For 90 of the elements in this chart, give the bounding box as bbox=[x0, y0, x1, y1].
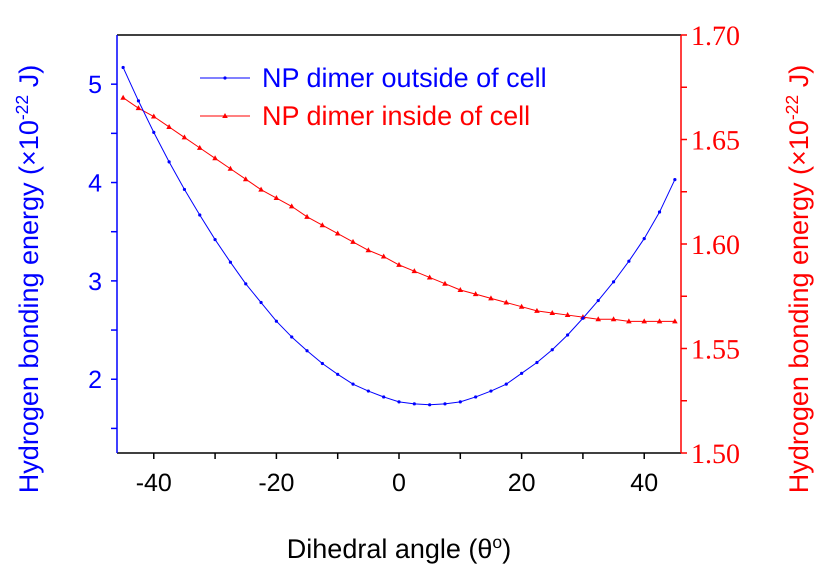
point bbox=[535, 360, 539, 364]
point bbox=[274, 320, 278, 323]
point bbox=[274, 195, 280, 200]
point bbox=[658, 210, 662, 214]
point bbox=[198, 213, 202, 217]
point bbox=[366, 389, 370, 393]
point bbox=[212, 155, 218, 160]
point bbox=[458, 400, 462, 404]
line-series bbox=[122, 66, 676, 406]
point bbox=[564, 312, 570, 318]
y-tick-label: 3 bbox=[88, 268, 102, 296]
point bbox=[474, 395, 478, 399]
point bbox=[672, 318, 678, 324]
point bbox=[182, 134, 188, 140]
point bbox=[426, 274, 432, 280]
point bbox=[549, 310, 556, 315]
point bbox=[182, 188, 186, 192]
y2-tick-label: 1.50 bbox=[691, 439, 740, 470]
x-tick-label: 40 bbox=[630, 469, 658, 497]
point bbox=[288, 203, 295, 208]
point bbox=[290, 335, 294, 339]
y2-tick-label: 1.55 bbox=[691, 334, 740, 366]
point bbox=[581, 316, 585, 320]
point bbox=[168, 160, 171, 164]
point bbox=[244, 282, 248, 286]
point bbox=[351, 382, 355, 386]
point bbox=[626, 318, 632, 324]
point bbox=[122, 66, 125, 70]
point bbox=[503, 300, 510, 305]
x-tick-label: -40 bbox=[136, 469, 172, 497]
point bbox=[534, 308, 540, 313]
point bbox=[350, 238, 356, 244]
legend-label: NP dimer inside of cell bbox=[262, 101, 530, 131]
point bbox=[320, 362, 324, 366]
point bbox=[382, 395, 386, 399]
point bbox=[642, 236, 646, 240]
point bbox=[136, 99, 140, 102]
point bbox=[443, 402, 447, 406]
y2-tick-label: 1.60 bbox=[691, 230, 740, 261]
point bbox=[380, 254, 386, 259]
legend-label: NP dimer outside of cell bbox=[262, 63, 547, 93]
x-tick-label: 20 bbox=[508, 469, 536, 497]
y-tick-label: 4 bbox=[88, 170, 102, 198]
point bbox=[412, 402, 416, 406]
point bbox=[518, 304, 524, 309]
point bbox=[612, 280, 616, 284]
point bbox=[258, 186, 264, 192]
point bbox=[504, 382, 508, 386]
point bbox=[120, 94, 126, 100]
y-tick-label: 2 bbox=[88, 366, 102, 394]
point bbox=[550, 348, 554, 352]
point bbox=[304, 214, 310, 219]
point bbox=[150, 114, 157, 119]
point bbox=[458, 286, 464, 292]
point bbox=[412, 268, 418, 274]
point bbox=[520, 372, 524, 375]
point bbox=[242, 176, 249, 182]
point bbox=[396, 262, 402, 267]
point bbox=[627, 260, 630, 263]
point bbox=[488, 295, 494, 300]
point bbox=[442, 280, 448, 286]
point bbox=[213, 238, 217, 242]
y-tick-label: 5 bbox=[88, 71, 102, 100]
x-tick-label: -20 bbox=[258, 469, 294, 497]
point bbox=[566, 333, 570, 337]
point bbox=[336, 372, 340, 376]
point bbox=[595, 316, 602, 322]
point bbox=[152, 130, 156, 134]
point bbox=[228, 166, 234, 171]
x-tick-label: 0 bbox=[392, 469, 406, 497]
point bbox=[596, 298, 600, 302]
y2-tick-label: 1.70 bbox=[691, 21, 740, 52]
point bbox=[472, 291, 478, 296]
point bbox=[656, 318, 662, 324]
point bbox=[641, 318, 648, 324]
point bbox=[366, 247, 372, 252]
point bbox=[228, 260, 232, 264]
point bbox=[259, 300, 263, 304]
point bbox=[334, 230, 340, 236]
x-axis-title: Dihedral angle (θ$^{o}$) bbox=[286, 532, 512, 564]
point bbox=[136, 105, 142, 110]
point bbox=[196, 144, 203, 150]
point bbox=[673, 178, 676, 182]
point bbox=[489, 389, 493, 393]
point bbox=[320, 222, 326, 228]
point bbox=[305, 349, 309, 352]
point bbox=[166, 124, 172, 129]
y2-tick-label: 1.65 bbox=[691, 126, 740, 156]
point bbox=[397, 400, 401, 404]
point bbox=[428, 403, 432, 406]
